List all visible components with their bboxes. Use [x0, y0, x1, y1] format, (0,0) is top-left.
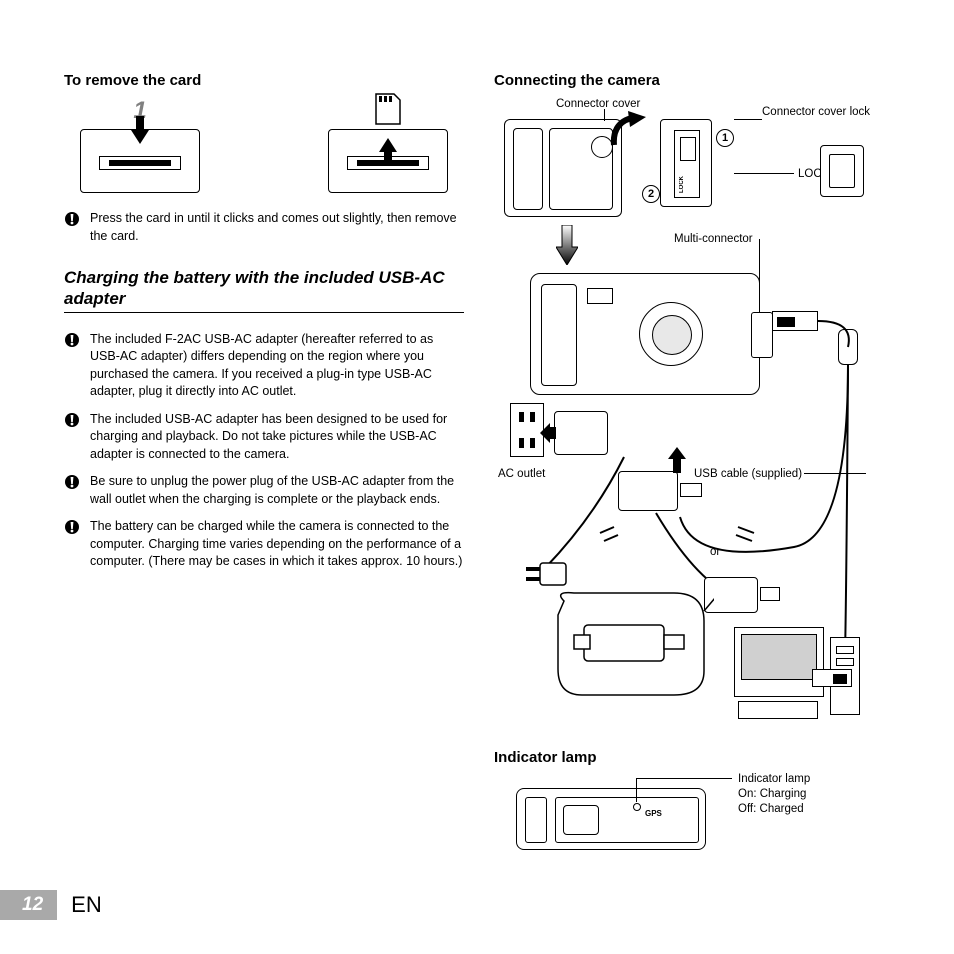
label-connector-cover: Connector cover	[556, 97, 640, 112]
note-remove-card: Press the card in until it clicks and co…	[64, 210, 464, 245]
connector-cover-illustration: LOCK	[660, 119, 712, 207]
caution-icon	[64, 519, 80, 535]
usb-jack-icon	[760, 587, 780, 601]
plugin-adapter-illustration	[554, 411, 608, 455]
indicator-diagram: GPS Indicator lamp On: Charging Off: Cha…	[494, 774, 890, 864]
remove-card-figure: 1 2	[64, 97, 464, 198]
heading-charging: Charging the battery with the included U…	[64, 267, 464, 313]
arrow-up-small-icon	[668, 447, 686, 473]
page-number: 12	[0, 890, 57, 920]
label-multi-connector: Multi-connector	[674, 232, 753, 247]
usb-jack-icon	[680, 483, 702, 497]
label-connector-cover-lock: Connector cover lock	[762, 105, 870, 120]
arrow-down-gradient-icon	[556, 225, 578, 265]
note-4: The battery can be charged while the cam…	[64, 518, 464, 571]
card-slot-illustration-2	[328, 129, 448, 193]
note-1: The included F-2AC USB-AC adapter (herea…	[64, 331, 464, 401]
arrow-up-icon	[379, 138, 397, 166]
note-text: The included USB-AC adapter has been des…	[90, 411, 464, 464]
lock-text: LOCK	[679, 176, 685, 193]
label-or: or	[710, 545, 720, 560]
zoom-balloon	[554, 591, 714, 701]
camera-side-illustration	[504, 119, 622, 217]
circle-number-2: 2	[642, 185, 660, 203]
caution-icon	[64, 474, 80, 490]
curved-arrow-icon	[606, 111, 658, 151]
connecting-diagram: Connector cover Connector cover lock LOC…	[494, 97, 890, 737]
arrow-left-icon	[540, 423, 556, 443]
label-ac-outlet: AC outlet	[498, 467, 545, 482]
heading-indicator-lamp: Indicator lamp	[494, 749, 890, 766]
corded-adapter-illustration	[618, 471, 678, 511]
multi-connector-illustration	[820, 145, 864, 197]
label-usb-cable: USB cable (supplied)	[694, 467, 802, 482]
keyboard-illustration	[738, 701, 818, 719]
sd-card-icon	[374, 92, 402, 126]
note-text: The battery can be charged while the cam…	[90, 518, 464, 571]
monitor-illustration	[734, 627, 824, 697]
heading-connecting: Connecting the camera	[494, 72, 890, 89]
page-footer: 12 EN	[0, 890, 102, 920]
caution-icon	[64, 412, 80, 428]
label-indicator-lamp: Indicator lamp On: Charging Off: Charged	[738, 772, 810, 817]
arrow-down-icon	[131, 116, 149, 144]
cable-ferrite-icon	[838, 329, 858, 365]
language-code: EN	[71, 892, 102, 918]
note-2: The included USB-AC adapter has been des…	[64, 411, 464, 464]
ac-outlet-illustration	[510, 403, 544, 457]
usb-plug-icon	[772, 311, 818, 331]
heading-remove-card: To remove the card	[64, 72, 464, 89]
plug-icon	[524, 557, 568, 591]
note-text: Press the card in until it clicks and co…	[90, 210, 464, 245]
note-text: Be sure to unplug the power plug of the …	[90, 473, 464, 508]
card-slot-illustration-1	[80, 129, 200, 193]
caution-icon	[64, 332, 80, 348]
indicator-camera-illustration: GPS	[516, 788, 706, 850]
usb-plug-pc-icon	[812, 669, 852, 687]
note-3: Be sure to unplug the power plug of the …	[64, 473, 464, 508]
note-text: The included F-2AC USB-AC adapter (herea…	[90, 331, 464, 401]
camera-front-illustration	[530, 273, 760, 395]
circle-number-1: 1	[716, 129, 734, 147]
caution-icon	[64, 211, 80, 227]
